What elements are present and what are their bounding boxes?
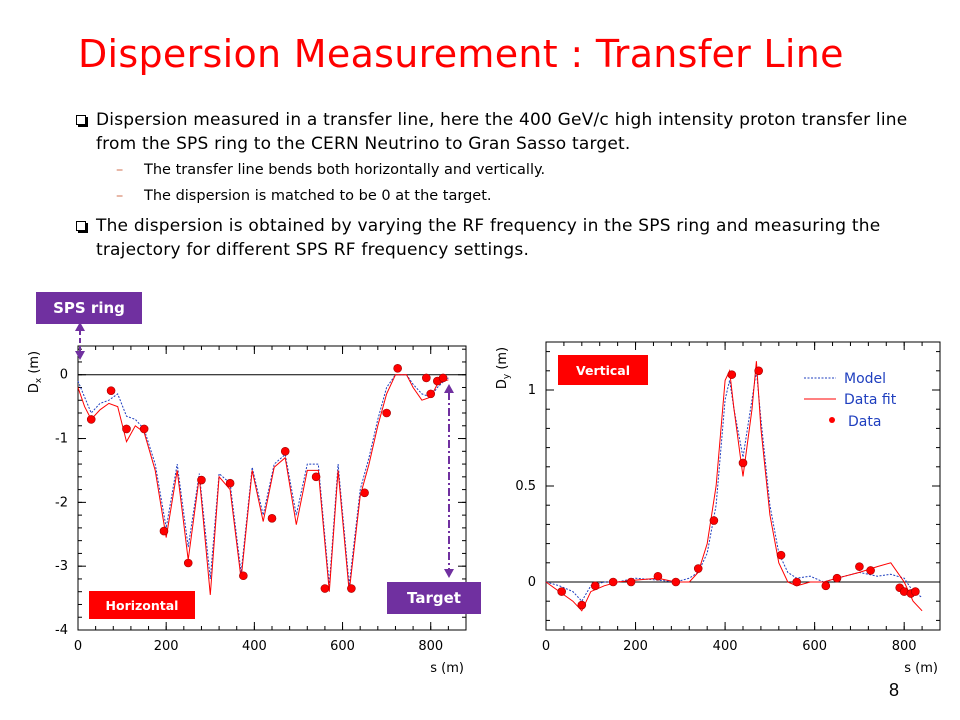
x-tick-label: 800 bbox=[892, 639, 917, 654]
data-point bbox=[821, 581, 831, 591]
data-point bbox=[608, 577, 618, 587]
data-point bbox=[267, 514, 277, 523]
x-tick-label: 600 bbox=[802, 639, 827, 654]
target-label: Target bbox=[387, 582, 481, 614]
legend-model-label: Model bbox=[844, 371, 886, 387]
x-tick-label: 200 bbox=[623, 639, 648, 654]
legend-data-label: Data bbox=[848, 414, 881, 430]
data-point bbox=[422, 373, 431, 383]
checkbox-bullet-icon bbox=[76, 221, 86, 231]
data-point bbox=[709, 516, 719, 525]
y-tick-label: -2 bbox=[55, 495, 68, 510]
data-point bbox=[626, 577, 636, 587]
horizontal-panel-label: Horizontal bbox=[89, 591, 195, 619]
legend-data-swatch bbox=[829, 417, 835, 423]
sps-ring-label: SPS ring bbox=[36, 292, 142, 324]
data-point bbox=[347, 584, 356, 593]
x-tick-label: 200 bbox=[154, 639, 179, 654]
data-point bbox=[320, 584, 330, 593]
data-point bbox=[183, 558, 193, 568]
data-point bbox=[792, 577, 802, 587]
target-arrow-down-icon bbox=[444, 569, 454, 578]
x-tick-label: 400 bbox=[713, 639, 738, 654]
vertical-panel-label: Vertical bbox=[558, 355, 648, 385]
data-point bbox=[382, 408, 391, 418]
data-point bbox=[693, 564, 703, 573]
data-point bbox=[866, 566, 875, 575]
sps-ring-arrow-up-icon bbox=[75, 322, 85, 331]
target-arrow-up-icon bbox=[444, 384, 454, 393]
y-axis-label: Dy (m) bbox=[495, 347, 512, 389]
model-series-line bbox=[77, 374, 449, 586]
sps-ring-arrow-down-icon bbox=[75, 351, 85, 360]
data-point bbox=[311, 472, 321, 482]
x-axis-label: s (m) bbox=[904, 661, 938, 676]
page-number: 8 bbox=[889, 680, 900, 700]
data-point bbox=[159, 526, 169, 536]
x-axis-label: s (m) bbox=[430, 661, 464, 676]
data-point bbox=[653, 571, 663, 581]
data-point bbox=[86, 415, 96, 424]
y-tick-label: -1 bbox=[55, 432, 68, 447]
sub-bullet-text: The transfer line bends both horizontall… bbox=[144, 162, 546, 178]
chart-panel-horizontal: 0 200 400 600 800 0 -1 -2 -3 -4 s (m) Dx (m) bbox=[27, 345, 467, 676]
data-point bbox=[776, 550, 786, 560]
checkbox-bullet-icon bbox=[76, 115, 86, 125]
x-tick-label: 0 bbox=[74, 639, 82, 654]
data-point bbox=[577, 600, 587, 610]
bullet-item: The dispersion is obtained by varying th… bbox=[76, 214, 916, 262]
data-point bbox=[438, 373, 448, 383]
bullet-item: Dispersion measured in a transfer line, … bbox=[76, 108, 916, 156]
legend-fit-label: Data fit bbox=[844, 392, 897, 408]
x-tick-label: 800 bbox=[418, 639, 443, 654]
data-point bbox=[590, 581, 600, 591]
data-point bbox=[139, 424, 149, 434]
sub-bullet-item: – The transfer line bends both horizonta… bbox=[116, 160, 546, 180]
sub-bullet-item: – The dispersion is matched to be 0 at t… bbox=[116, 186, 492, 206]
data-point bbox=[122, 424, 131, 434]
y-tick-label: 0.5 bbox=[515, 479, 536, 494]
data-point bbox=[832, 573, 842, 583]
data-point bbox=[239, 571, 248, 581]
bullet-text: Dispersion measured in a transfer line, … bbox=[96, 110, 908, 154]
data-point bbox=[106, 386, 116, 395]
x-tick-label: 0 bbox=[542, 639, 550, 654]
data-point bbox=[727, 370, 737, 379]
x-tick-label: 400 bbox=[242, 639, 267, 654]
dash-bullet-icon: – bbox=[116, 188, 124, 204]
data-point bbox=[360, 488, 369, 498]
data-point bbox=[280, 447, 290, 456]
data-point bbox=[671, 577, 681, 587]
data-point bbox=[393, 364, 402, 373]
data-point bbox=[557, 587, 566, 596]
y-axis-label: Dx (m) bbox=[27, 351, 44, 393]
y-tick-label: 1 bbox=[528, 383, 536, 398]
data-point bbox=[754, 366, 763, 376]
y-tick-label: 0 bbox=[60, 368, 68, 383]
y-tick-label: -3 bbox=[55, 559, 68, 574]
y-tick-label: 0 bbox=[528, 575, 536, 590]
bullet-text: The dispersion is obtained by varying th… bbox=[96, 216, 881, 260]
data-point bbox=[197, 475, 206, 485]
chart-panel-vertical: 0 200 400 600 800 0 0.5 1 s (m) Dy (m) bbox=[495, 341, 941, 676]
data-point bbox=[426, 389, 436, 399]
data-point bbox=[911, 587, 920, 596]
data-point bbox=[225, 478, 235, 488]
fit-series-line bbox=[77, 374, 449, 595]
data-point bbox=[738, 458, 748, 468]
sub-bullet-text: The dispersion is matched to be 0 at the… bbox=[144, 188, 492, 204]
y-tick-label: -4 bbox=[55, 623, 68, 638]
dash-bullet-icon: – bbox=[116, 162, 124, 178]
page-title: Dispersion Measurement : Transfer Line bbox=[78, 32, 844, 76]
data-point bbox=[855, 562, 864, 571]
x-tick-label: 600 bbox=[330, 639, 355, 654]
